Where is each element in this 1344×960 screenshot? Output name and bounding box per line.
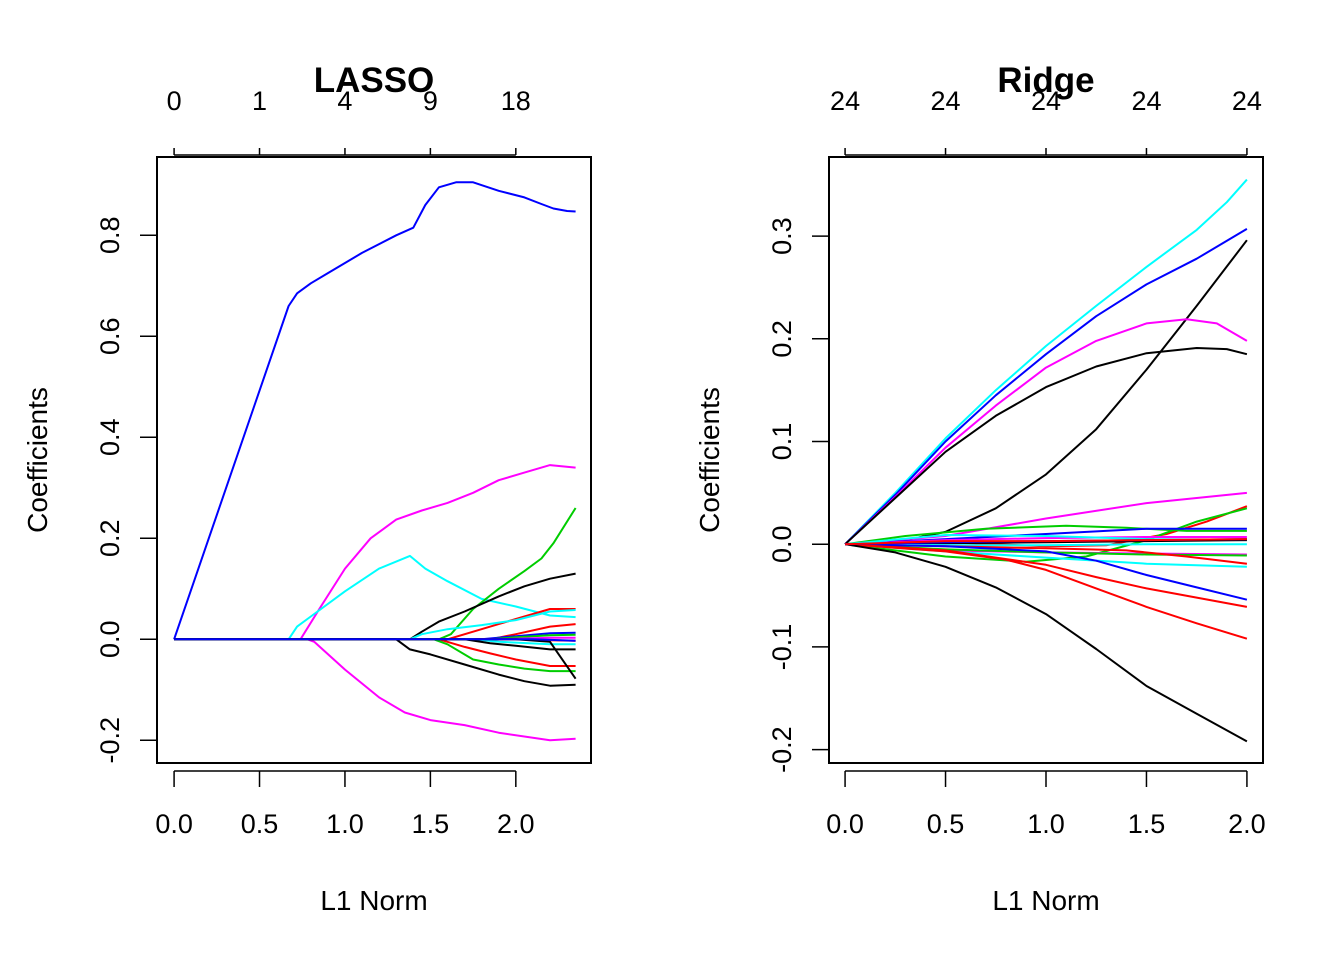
lasso-x-tick-label: 1.0 <box>326 809 364 839</box>
lasso-x-tick-label: 0.5 <box>241 809 279 839</box>
ridge-series-line-24 <box>845 538 1247 546</box>
ridge-series-group <box>844 178 1248 743</box>
ridge-plot-frame <box>828 156 1264 764</box>
ridge-x-tick-label: 1.0 <box>1027 809 1065 839</box>
lasso-top-tick-label: 0 <box>167 86 182 116</box>
lasso-series-line-3 <box>174 554 576 641</box>
lasso-series-line-5 <box>174 507 577 641</box>
ridge-x-tick-label: 0.5 <box>927 809 965 839</box>
lasso-y-tick-label: 0.4 <box>95 419 125 457</box>
ridge-y-tick-label: 0.1 <box>767 423 797 461</box>
lasso-panel: 0.0 0.5 1.0 1.5 2.0 0 1 4 9 18 -0.2 0.0 0.2 0.4 0.6 0.8… <box>22 61 592 916</box>
ridge-x-tick-label: 2.0 <box>1228 809 1266 839</box>
lasso-y-tick-label: 0.6 <box>95 318 125 356</box>
lasso-y-tick-label: 0.0 <box>95 621 125 659</box>
lasso-top-tick-label: 1 <box>252 86 267 116</box>
lasso-y-tick-label: 0.8 <box>95 217 125 255</box>
ridge-series-line-2 <box>844 228 1248 545</box>
ridge-top-tick-label: 24 <box>1232 86 1262 116</box>
lasso-x-tick-label: 0.0 <box>155 809 193 839</box>
lasso-top-tick-label: 9 <box>423 86 438 116</box>
ridge-series-line-22 <box>844 543 1248 743</box>
lasso-series-line-17 <box>174 638 576 673</box>
ridge-y-axis-label: Coefficients <box>694 387 725 533</box>
ridge-y-tick-label: 0.0 <box>767 525 797 563</box>
lasso-y-axis-label: Coefficients <box>22 387 53 533</box>
ridge-top-tick-label: 24 <box>830 86 860 116</box>
ridge-panel: 0.0 0.5 1.0 1.5 2.0 24 24 24 24 24 -0.2 -0.1 0.0 0.1 0… <box>694 61 1266 916</box>
lasso-chart-title: LASSO <box>314 61 435 100</box>
ridge-top-tick-label: 24 <box>931 86 961 116</box>
ridge-series-line-4 <box>844 318 1248 545</box>
ridge-x-tick-label: 1.5 <box>1128 809 1166 839</box>
ridge-chart-title: Ridge <box>997 61 1094 100</box>
ridge-y-tick-label: -0.2 <box>767 726 797 773</box>
ridge-top-tick-label: 24 <box>1131 86 1161 116</box>
lasso-series-line-2 <box>174 464 576 641</box>
ridge-series-line-21 <box>845 543 1248 640</box>
lasso-series-group <box>173 181 577 742</box>
ridge-x-tick-label: 0.0 <box>826 809 864 839</box>
ridge-series-line-1 <box>844 178 1248 545</box>
lasso-x-axis-label: L1 Norm <box>320 885 427 916</box>
lasso-series-line-1 <box>173 181 576 640</box>
lasso-top-tick-label: 4 <box>337 86 352 116</box>
lasso-x-tick-label: 1.5 <box>412 809 450 839</box>
lasso-x-tick-label: 2.0 <box>497 809 535 839</box>
ridge-y-tick-label: -0.1 <box>767 624 797 671</box>
ridge-y-tick-label: 0.2 <box>767 320 797 358</box>
lasso-series-line-15 <box>174 638 576 651</box>
ridge-series-line-19 <box>845 543 1248 601</box>
ridge-series-line-9 <box>844 524 1247 546</box>
lasso-series-line-18 <box>174 638 576 687</box>
ridge-x-axis-label: L1 Norm <box>992 885 1099 916</box>
lasso-y-tick-label: -0.2 <box>95 717 125 764</box>
lasso-series-line-4 <box>174 638 576 742</box>
lasso-series-line-20 <box>174 638 576 642</box>
ridge-y-tick-label: 0.3 <box>767 217 797 255</box>
ridge-series-line-5 <box>844 347 1248 545</box>
lasso-y-tick-label: 0.2 <box>95 520 125 558</box>
lasso-top-tick-label: 18 <box>501 86 531 116</box>
ridge-series-line-8 <box>844 507 1248 563</box>
lasso-plot-frame <box>156 156 592 764</box>
ridge-top-tick-label: 24 <box>1031 86 1061 116</box>
